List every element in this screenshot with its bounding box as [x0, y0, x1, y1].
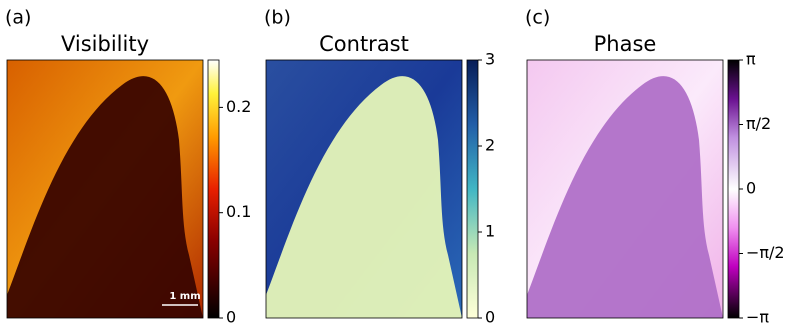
image-feature [527, 76, 723, 318]
image-frame [6, 59, 204, 319]
colorbar-tick-label: 0 [746, 179, 756, 198]
colorbar-tick-label: π [746, 50, 756, 69]
scale-bar-label: 1 mm [169, 291, 200, 302]
colorbar-tick-label: 0 [485, 308, 495, 327]
colorbar-tick-label: 3 [485, 50, 495, 69]
image-frame [265, 59, 463, 319]
image [265, 59, 463, 319]
panel-title: Visibility [61, 32, 149, 56]
image-feature [7, 76, 203, 318]
image: 1 mm [6, 59, 204, 319]
colorbar-tick-label: 0 [226, 308, 236, 327]
colorbar-tick-label: −π/2 [746, 243, 785, 262]
image [526, 59, 724, 319]
colorbar-tick-label: π/2 [746, 114, 771, 133]
panel-label: (b) [264, 7, 291, 29]
colorbar [466, 59, 479, 319]
panel-label: (c) [525, 7, 550, 29]
colorbar-tick-label: −π [746, 308, 769, 327]
image-frame [526, 59, 724, 319]
colorbar-tick-label: 0.1 [226, 202, 251, 221]
panel-title: Phase [594, 32, 657, 56]
colorbar [727, 59, 740, 319]
colorbar-tick-label: 1 [485, 222, 495, 241]
image-feature [266, 76, 462, 318]
panel-label: (a) [5, 7, 31, 29]
panel-title: Contrast [319, 32, 409, 56]
colorbar-tick-label: 2 [485, 136, 495, 155]
colorbar [207, 59, 220, 319]
colorbar-tick-label: 0.2 [226, 97, 251, 116]
